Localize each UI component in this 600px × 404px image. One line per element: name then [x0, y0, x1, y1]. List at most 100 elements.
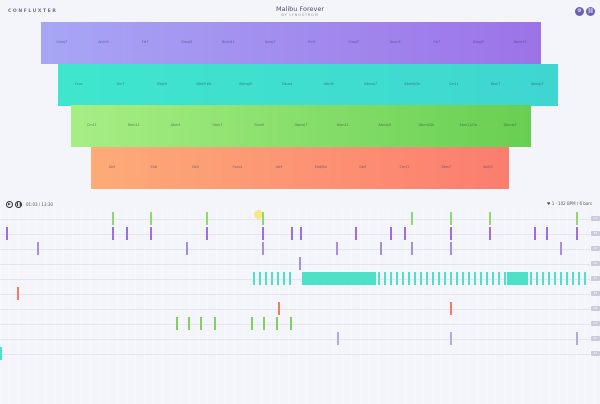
note-block[interactable]	[265, 272, 267, 285]
note-block[interactable]	[554, 272, 556, 285]
note-block[interactable]	[530, 272, 532, 285]
note-block[interactable]	[17, 287, 19, 300]
note-block[interactable]	[206, 227, 208, 240]
note-block[interactable]	[566, 272, 568, 285]
note-block[interactable]	[289, 272, 291, 285]
note-block[interactable]	[277, 272, 279, 285]
note-block[interactable]	[498, 272, 500, 285]
note-block[interactable]	[486, 272, 488, 285]
note-block[interactable]	[492, 272, 494, 285]
note-block[interactable]	[150, 227, 152, 240]
note-block[interactable]	[450, 302, 452, 315]
note-block[interactable]	[384, 272, 386, 285]
note-block[interactable]	[188, 317, 190, 330]
note-block[interactable]	[262, 212, 264, 225]
note-block[interactable]	[480, 272, 482, 285]
note-block[interactable]	[253, 272, 255, 285]
note-block[interactable]	[336, 242, 338, 255]
chord-band-3[interactable]: Cm11 Bbm11 Abm9 Gbm7 Ebm9 Dbmaj7 Bbm11 Abmaj9 Gb…	[71, 105, 531, 147]
note-block[interactable]	[214, 317, 216, 330]
note-block[interactable]	[396, 272, 398, 285]
note-block[interactable]	[560, 242, 562, 255]
note-block[interactable]	[126, 227, 128, 240]
note-block[interactable]	[468, 272, 470, 285]
settings-button[interactable]: ⚙	[575, 7, 584, 16]
note-block[interactable]	[404, 227, 406, 240]
note-block[interactable]	[548, 272, 550, 285]
note-block[interactable]	[456, 272, 458, 285]
note-block[interactable]	[576, 227, 578, 240]
note-block[interactable]	[408, 272, 410, 285]
sequencer-grid[interactable]: C3 B2 A2 G2 F2 E2 D2 C2 B1 A1	[0, 209, 600, 404]
note-block[interactable]	[489, 212, 491, 225]
note-block[interactable]	[438, 272, 440, 285]
note-block[interactable]	[402, 272, 404, 285]
note-block[interactable]	[414, 272, 416, 285]
note-block[interactable]	[291, 227, 293, 240]
note-block[interactable]	[283, 272, 285, 285]
transport-bar: ▶ ❚❚ 01:03 / 13:30	[6, 200, 53, 208]
note-block[interactable]	[186, 242, 188, 255]
note-block[interactable]	[450, 212, 452, 225]
playhead-cursor[interactable]	[254, 210, 263, 219]
note-block[interactable]	[450, 227, 452, 240]
note-block[interactable]	[489, 227, 491, 240]
note-block[interactable]	[112, 227, 114, 240]
chord-band-2[interactable]: Fsus Gm7 Eb6/9 Db9/F#b Bbmaj9 Dsus4 Abm9 Gbmaj7…	[58, 64, 558, 106]
note-block[interactable]	[462, 272, 464, 285]
note-block[interactable]	[276, 317, 278, 330]
note-block[interactable]	[262, 242, 264, 255]
note-block[interactable]	[474, 272, 476, 285]
note-block[interactable]	[200, 317, 202, 330]
note-block[interactable]	[290, 317, 292, 330]
note-block[interactable]	[271, 272, 273, 285]
note-block[interactable]	[299, 257, 301, 270]
note-block[interactable]	[536, 272, 538, 285]
note-block[interactable]	[380, 242, 382, 255]
note-block[interactable]	[150, 212, 152, 225]
note-block[interactable]	[263, 317, 265, 330]
note-block[interactable]	[112, 212, 114, 225]
note-block[interactable]	[546, 227, 548, 240]
note-block[interactable]	[576, 212, 578, 225]
note-block[interactable]	[411, 242, 413, 255]
note-block[interactable]	[578, 272, 580, 285]
note-block[interactable]	[355, 227, 357, 240]
note-block[interactable]	[542, 272, 544, 285]
sustained-note-block[interactable]	[302, 272, 376, 285]
note-block[interactable]	[251, 317, 253, 330]
share-link-button[interactable]: ⛓	[586, 7, 595, 16]
note-block[interactable]	[300, 227, 302, 240]
note-block[interactable]	[337, 332, 339, 345]
note-block[interactable]	[420, 272, 422, 285]
note-block[interactable]	[390, 227, 392, 240]
note-block[interactable]	[444, 272, 446, 285]
note-block[interactable]	[576, 332, 578, 345]
sustained-note-block[interactable]	[507, 272, 528, 285]
note-block[interactable]	[450, 242, 452, 255]
note-block[interactable]	[378, 272, 380, 285]
note-block[interactable]	[584, 272, 586, 285]
note-block[interactable]	[560, 272, 562, 285]
note-block[interactable]	[572, 272, 574, 285]
note-block[interactable]	[206, 212, 208, 225]
note-block[interactable]	[390, 272, 392, 285]
pause-button[interactable]: ❚❚	[15, 200, 22, 208]
note-block[interactable]	[450, 272, 452, 285]
note-block[interactable]	[278, 302, 280, 315]
note-block[interactable]	[176, 317, 178, 330]
note-block[interactable]	[450, 332, 452, 345]
note-block[interactable]	[259, 272, 261, 285]
note-block[interactable]	[37, 242, 39, 255]
note-block[interactable]	[262, 227, 264, 240]
note-block[interactable]	[426, 272, 428, 285]
note-block[interactable]	[504, 272, 506, 285]
chord-band-4[interactable]: Ab9 Eb6 Db9 Fsus4 Ab9 Eb6/Bb Db9 Cm11 Bbm7 Ab9/C	[91, 147, 509, 189]
note-block[interactable]	[411, 212, 413, 225]
note-block[interactable]	[0, 347, 2, 360]
note-block[interactable]	[534, 227, 536, 240]
note-block[interactable]	[6, 227, 8, 240]
play-button[interactable]: ▶	[6, 200, 13, 208]
chord-band-1[interactable]: Cmaj7 Amin9 F#7 Dmaj9 Bmin11 Gmaj7 Em9 Cmaj7 Ami…	[41, 22, 541, 64]
note-block[interactable]	[432, 272, 434, 285]
